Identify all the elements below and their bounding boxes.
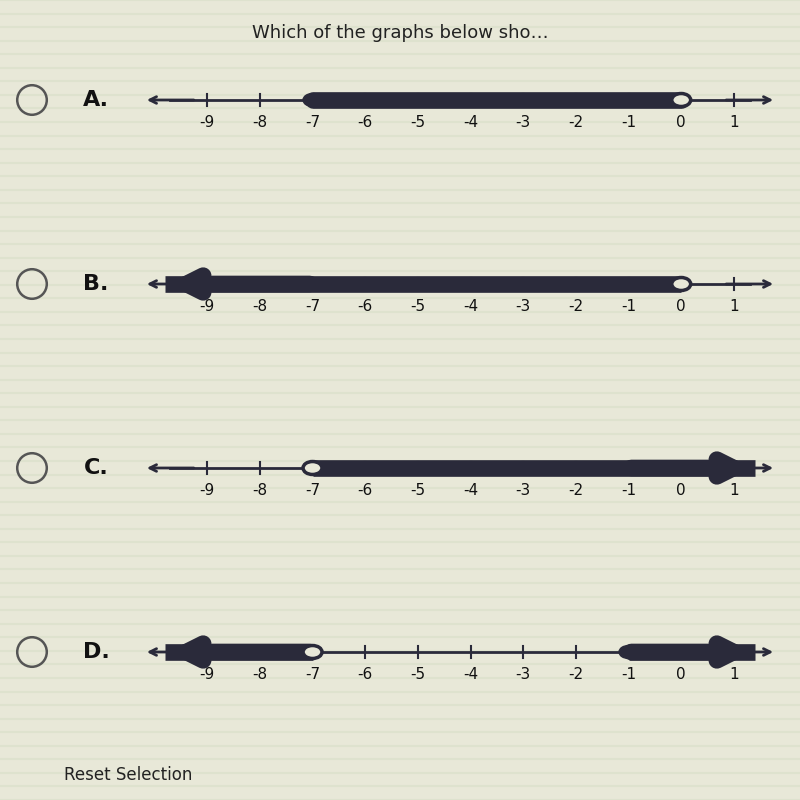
Text: -1: -1 [621, 115, 636, 130]
Circle shape [303, 646, 322, 658]
Text: -2: -2 [568, 667, 583, 682]
Circle shape [672, 278, 690, 290]
Text: -3: -3 [515, 483, 531, 498]
Text: -5: -5 [410, 115, 426, 130]
Text: 1: 1 [729, 115, 738, 130]
Text: -8: -8 [252, 299, 267, 314]
Text: 1: 1 [729, 667, 738, 682]
Circle shape [619, 462, 638, 474]
Text: 1: 1 [729, 299, 738, 314]
Text: 0: 0 [676, 299, 686, 314]
Text: -4: -4 [463, 483, 478, 498]
Text: -5: -5 [410, 483, 426, 498]
Text: -8: -8 [252, 115, 267, 130]
Text: -7: -7 [305, 667, 320, 682]
Text: -6: -6 [358, 667, 373, 682]
Text: -2: -2 [568, 115, 583, 130]
Text: -1: -1 [621, 483, 636, 498]
Text: 1: 1 [729, 483, 738, 498]
Text: -8: -8 [252, 483, 267, 498]
Text: -3: -3 [515, 299, 531, 314]
Text: -3: -3 [515, 667, 531, 682]
Text: B.: B. [83, 274, 109, 294]
Text: -1: -1 [621, 299, 636, 314]
Text: -6: -6 [358, 115, 373, 130]
Text: -5: -5 [410, 299, 426, 314]
Text: -7: -7 [305, 483, 320, 498]
Text: -8: -8 [252, 667, 267, 682]
Text: 0: 0 [676, 115, 686, 130]
Text: D.: D. [82, 642, 110, 662]
Circle shape [303, 278, 322, 290]
Text: -4: -4 [463, 299, 478, 314]
Text: -6: -6 [358, 299, 373, 314]
Text: -2: -2 [568, 299, 583, 314]
Text: -4: -4 [463, 115, 478, 130]
Text: -9: -9 [199, 667, 215, 682]
Text: C.: C. [84, 458, 108, 478]
Text: -4: -4 [463, 667, 478, 682]
Text: Which of the graphs below sho…: Which of the graphs below sho… [252, 24, 548, 42]
Text: -2: -2 [568, 483, 583, 498]
Text: -7: -7 [305, 115, 320, 130]
Circle shape [619, 646, 638, 658]
Text: -5: -5 [410, 667, 426, 682]
Circle shape [303, 462, 322, 474]
Text: -9: -9 [199, 115, 215, 130]
Text: -6: -6 [358, 483, 373, 498]
Circle shape [672, 94, 690, 106]
Text: -7: -7 [305, 299, 320, 314]
Text: A.: A. [83, 90, 109, 110]
Text: -3: -3 [515, 115, 531, 130]
Text: Reset Selection: Reset Selection [64, 766, 192, 784]
Text: -9: -9 [199, 299, 215, 314]
Text: 0: 0 [676, 667, 686, 682]
Text: 0: 0 [676, 483, 686, 498]
Text: -1: -1 [621, 667, 636, 682]
Text: -9: -9 [199, 483, 215, 498]
Circle shape [303, 94, 322, 106]
